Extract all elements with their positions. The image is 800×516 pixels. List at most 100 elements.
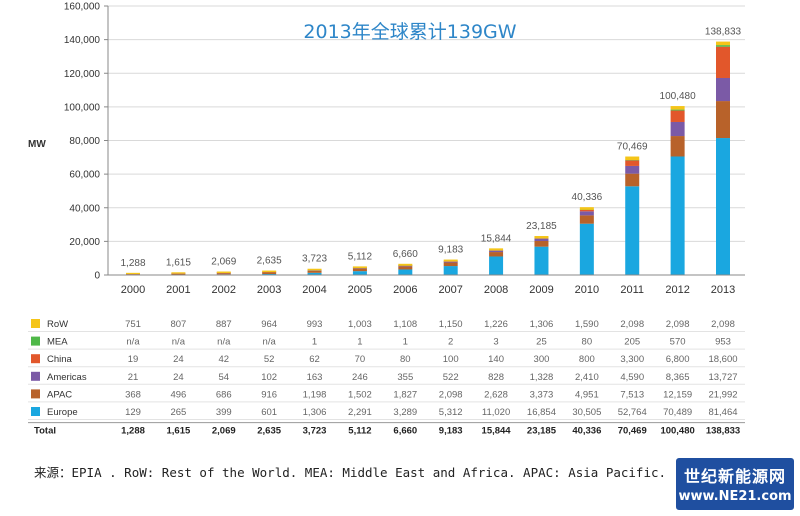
data-table: RoW 751 807 887 964 993 1,003 1,108 1,150 1,226 1,… [28,319,745,437]
table-cell: 1 [357,337,362,348]
chart-title: 2013年全球累计139GW [303,21,516,43]
bar-segment-row [171,272,186,274]
table-cell: 3,289 [393,407,417,418]
bar-segment-americas [443,261,458,263]
x-tick-label: 2000 [121,284,145,296]
table-cell: 140 [488,354,504,365]
table-cell: 70,489 [663,407,692,418]
bar-total-label: 1,288 [120,258,145,269]
table-cell: 828 [488,372,504,383]
bar-segment-china [534,238,549,239]
bar-segment-europe [262,273,277,275]
table-cell: 751 [125,319,141,330]
watermark-url: www.NE21.com [678,489,792,504]
table-cell: 916 [261,389,277,400]
table-cell: 2 [448,337,453,348]
bar-segment-europe [489,256,504,275]
table-cell: 496 [170,389,186,400]
table-cell: 2,410 [575,372,599,383]
y-axis: 0 20,000 40,000 60,000 80,000 100,000 120,000 1… [64,2,109,282]
x-tick-label: 2011 [620,284,644,296]
table-cell: 3 [493,337,498,348]
table-cell: 8,365 [666,372,690,383]
table-cell: n/a [217,337,231,348]
y-tick-label: 160,000 [64,2,101,13]
bar-segment-row [625,156,640,161]
table-total-cell: 9,183 [439,426,463,437]
table-cell: 601 [261,407,277,418]
bar-total-label: 2,069 [211,257,236,268]
bar-total-label: 23,185 [526,221,557,232]
bar-segment-europe [534,246,549,275]
table-cell: 887 [216,319,232,330]
bar-segment-mea [716,45,730,47]
legend-swatch-apac [31,389,40,399]
table-cell: 2,098 [711,319,735,330]
table-cell: 81,464 [708,407,737,418]
table-cell: 21,992 [708,389,737,400]
table-total-cell: 5,112 [348,426,371,437]
table-cell: 13,727 [708,372,737,383]
table-cell: 2,098 [439,389,463,400]
table-cell: 52,764 [618,407,647,418]
table-cell: 964 [261,319,277,330]
x-tick-label: 2003 [257,284,281,296]
table-cell: 42 [218,354,229,365]
table-cell: 1,590 [575,319,599,330]
bar-segment-apac [716,101,730,139]
table-cell: 19 [128,354,139,365]
table-cell: 686 [216,389,232,400]
table-cell: 2,628 [484,389,508,400]
table-cell: 21 [128,372,139,383]
y-tick-label: 100,000 [64,102,101,113]
bar-segment-row [262,270,277,273]
bar-segment-americas [352,268,367,269]
x-tick-label: 2006 [393,284,417,296]
x-tick-label: 2001 [166,284,190,296]
bar-segment-europe [716,138,730,275]
table-cell: 100 [443,354,459,365]
x-tick-label: 2013 [711,284,735,296]
y-axis-unit-label: MW [28,139,46,150]
bar-total-label: 6,660 [393,249,418,260]
bar-segment-europe [352,271,367,275]
bar-segment-row [489,248,504,251]
x-tick-label: 2010 [575,284,599,296]
table-cell: 1,108 [393,319,417,330]
bar-segment-row [716,41,730,46]
table-cell: 24 [173,372,184,383]
table-cell: 1,306 [303,407,327,418]
bar-segment-europe [625,186,640,275]
bar-segment-apac [670,136,685,157]
legend-swatch-americas [31,371,40,381]
table-cell: 1,150 [439,319,463,330]
bar-segment-row [534,236,549,239]
table-cell: 1,198 [303,389,327,400]
bar-segment-apac [443,262,458,267]
x-tick-label: 2008 [484,284,508,296]
bar-segment-china [625,160,640,166]
bar-segment-row [126,272,140,275]
table-cell: 70 [355,354,366,365]
table-cell: 1,306 [530,319,554,330]
table-total-cell: 138,833 [706,426,740,437]
bar-total-label: 2,635 [257,256,282,267]
bar-segment-apac [489,252,504,257]
bar-total-label: 100,480 [660,91,697,102]
x-tick-label: 2012 [665,284,689,296]
table-row-label: Americas [47,372,87,383]
legend-swatch-europe [31,407,40,416]
table-cell: n/a [263,337,277,348]
table-cell: 62 [309,354,320,365]
table-cell: n/a [172,337,186,348]
bar-segment-mea [670,109,685,111]
source-footnote: 来源：EPIA . RoW: Rest of the World. MEA: M… [34,465,667,480]
table-total-cell: 1,288 [121,426,145,437]
x-axis: 2000 2001 2002 2003 2004 2005 2006 2007 2008 2009… [108,274,745,296]
table-cell: 54 [218,372,229,383]
table-cell: 1 [312,337,317,348]
bar-segment-apac [216,273,231,275]
bar-segment-mea [625,159,640,161]
table-total-cell: 2,069 [212,426,236,437]
bar-total-label: 138,833 [705,27,742,38]
